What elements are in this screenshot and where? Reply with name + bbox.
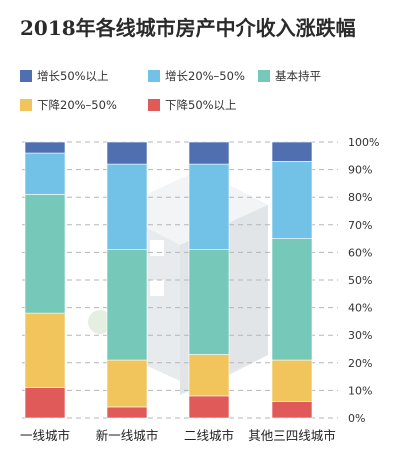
legend-swatch xyxy=(258,70,270,82)
chart-legend: 增长50%以上 增长20%–50% 基本持平下降20%–50% 下降50%以上 xyxy=(0,0,400,120)
bar-segment xyxy=(271,161,313,239)
y-tick-label: 80% xyxy=(348,191,372,204)
legend-label: 基本持平 xyxy=(275,69,321,83)
legend-swatch xyxy=(148,99,160,111)
legend-label: 增长20%–50% xyxy=(165,69,245,83)
bar-segment xyxy=(271,359,313,402)
legend-item: 增长20%–50% xyxy=(148,68,245,84)
legend-item: 基本持平 xyxy=(258,68,321,84)
legend-swatch xyxy=(148,70,160,82)
legend-swatch xyxy=(20,99,32,111)
bar-segment xyxy=(106,163,148,250)
y-tick-label: 100% xyxy=(348,136,379,149)
legend-label: 下降50%以上 xyxy=(165,98,237,112)
bar-segment xyxy=(106,141,148,165)
y-tick-label: 50% xyxy=(348,274,372,287)
bar-segment xyxy=(271,401,313,419)
legend-label: 下降20%–50% xyxy=(37,98,117,112)
y-tick-label: 20% xyxy=(348,357,372,370)
legend-swatch xyxy=(20,70,32,82)
bar-segment xyxy=(188,354,230,397)
bar-segment xyxy=(271,141,313,162)
y-tick-label: 0% xyxy=(348,412,365,425)
bar-segment xyxy=(106,249,148,361)
building-shape xyxy=(88,310,112,334)
chart-title: 2018年各线城市房产中介收入涨跌幅 xyxy=(20,16,356,40)
x-category-label: 新一线城市 xyxy=(96,428,159,443)
bar-segment xyxy=(106,406,148,419)
legend-item: 下降50%以上 xyxy=(148,97,237,113)
bar-segment xyxy=(24,194,66,314)
bar-segment xyxy=(106,359,148,408)
y-tick-label: 10% xyxy=(348,384,372,397)
legend-item: 下降20%–50% xyxy=(20,97,117,113)
bar-segment xyxy=(24,387,66,419)
y-tick-label: 30% xyxy=(348,329,372,342)
x-category-label: 二线城市 xyxy=(184,428,234,443)
bar-segment xyxy=(188,249,230,355)
bar-segment xyxy=(24,141,66,154)
bar-segment xyxy=(24,152,66,195)
y-tick-label: 90% xyxy=(348,164,372,177)
legend-item: 增长50%以上 xyxy=(20,68,109,84)
y-tick-label: 40% xyxy=(348,302,372,315)
building-shape xyxy=(150,240,164,256)
building-shape xyxy=(150,280,164,296)
bar-segment xyxy=(188,163,230,250)
x-category-label: 其他三四线城市 xyxy=(248,428,336,443)
bar-segment xyxy=(188,141,230,165)
x-category-label: 一线城市 xyxy=(20,428,70,443)
bar-segment xyxy=(188,395,230,419)
legend-label: 增长50%以上 xyxy=(37,69,109,83)
bar-segment xyxy=(24,312,66,388)
y-tick-label: 60% xyxy=(348,246,372,259)
y-tick-label: 70% xyxy=(348,219,372,232)
bar-segment xyxy=(271,238,313,361)
